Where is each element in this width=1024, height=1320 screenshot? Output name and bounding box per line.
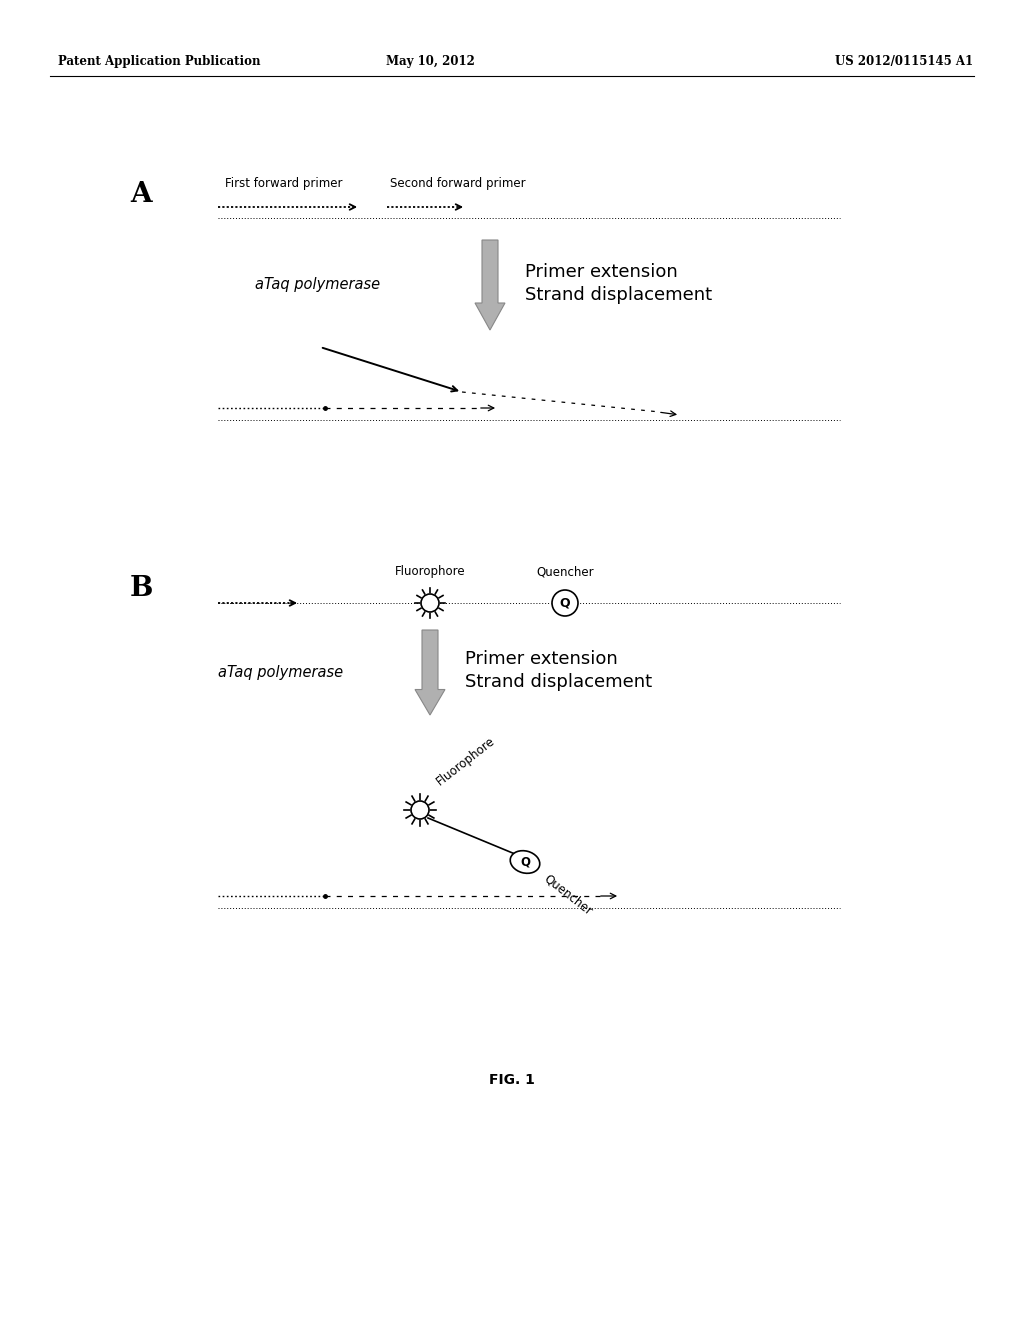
Text: Fluorophore: Fluorophore <box>394 565 465 578</box>
Text: Quencher: Quencher <box>541 873 594 917</box>
Text: Fluorophore: Fluorophore <box>434 734 498 788</box>
Text: First forward primer: First forward primer <box>225 177 342 190</box>
Text: Quencher: Quencher <box>537 565 594 578</box>
Text: Second forward primer: Second forward primer <box>390 177 525 190</box>
Text: FIG. 1: FIG. 1 <box>489 1073 535 1086</box>
Text: A: A <box>130 181 152 209</box>
Text: May 10, 2012: May 10, 2012 <box>386 55 474 69</box>
Text: Strand displacement: Strand displacement <box>465 673 652 690</box>
Text: Q: Q <box>560 597 570 610</box>
Text: Primer extension: Primer extension <box>525 263 678 281</box>
Polygon shape <box>415 630 445 715</box>
Ellipse shape <box>510 850 540 874</box>
Text: Patent Application Publication: Patent Application Publication <box>58 55 260 69</box>
Text: aTaq polymerase: aTaq polymerase <box>218 664 343 680</box>
Circle shape <box>552 590 578 616</box>
Polygon shape <box>475 240 505 330</box>
Text: Q: Q <box>520 855 530 869</box>
Circle shape <box>421 594 439 612</box>
Text: Primer extension: Primer extension <box>465 649 617 668</box>
Text: B: B <box>130 574 154 602</box>
Text: US 2012/0115145 A1: US 2012/0115145 A1 <box>835 55 973 69</box>
Text: Strand displacement: Strand displacement <box>525 286 712 304</box>
Circle shape <box>411 801 429 818</box>
Text: aTaq polymerase: aTaq polymerase <box>255 277 380 293</box>
